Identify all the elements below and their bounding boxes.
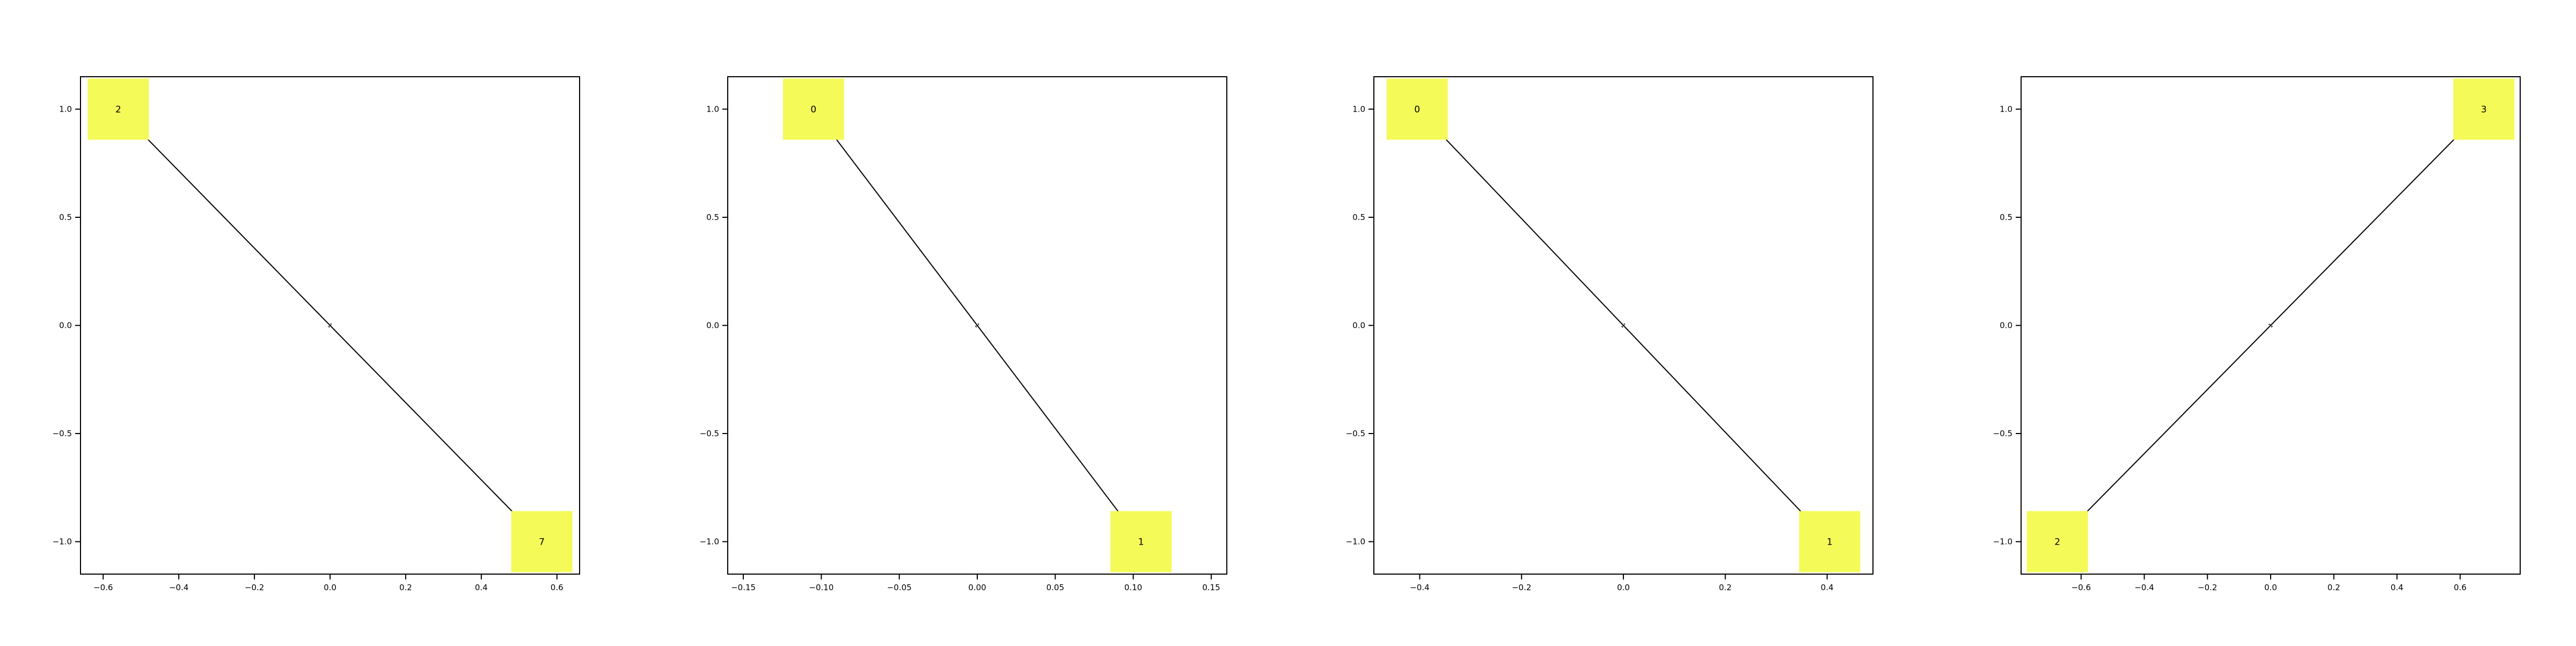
node-label: 0 bbox=[1414, 104, 1420, 115]
x-tick-label: −0.05 bbox=[887, 583, 912, 592]
graph-node bbox=[87, 78, 149, 140]
graph-edge bbox=[1416, 108, 1831, 542]
x-tick-label: −0.2 bbox=[2198, 583, 2217, 592]
graph-node bbox=[511, 511, 573, 572]
x-tick-label: 0.4 bbox=[1821, 583, 1834, 592]
y-tick-label: 0.5 bbox=[59, 212, 72, 222]
graph-node bbox=[1386, 78, 1448, 140]
x-tick-label: 0.0 bbox=[2264, 583, 2277, 592]
x-tick-label: 0.6 bbox=[551, 583, 564, 592]
y-tick-label: 0.5 bbox=[1352, 212, 1365, 222]
y-tick-label: −0.5 bbox=[53, 429, 72, 438]
x-tick-label: 0.4 bbox=[2391, 583, 2404, 592]
node-label: 0 bbox=[810, 104, 816, 115]
x-tick-label: −0.6 bbox=[93, 583, 113, 592]
node-label: 3 bbox=[2481, 104, 2487, 115]
y-tick-label: −1.0 bbox=[53, 537, 72, 547]
node-label: 7 bbox=[539, 537, 545, 548]
graph-panel-1: −0.6 −0.4 −0.2 0.0 0.2 0.4 0.6 1.0 0.5 0.0 −0.5 −1.… bbox=[53, 76, 580, 592]
graph-edge bbox=[118, 108, 543, 542]
y-tick-label: −1.0 bbox=[700, 537, 719, 547]
x-tick-label: −0.4 bbox=[169, 583, 188, 592]
x-tick-label: −0.2 bbox=[245, 583, 264, 592]
x-tick-label: −0.10 bbox=[809, 583, 833, 592]
x-tick-label: 0.2 bbox=[399, 583, 412, 592]
y-tick-label: −0.5 bbox=[1993, 429, 2012, 438]
x-tick-label: −0.4 bbox=[1410, 583, 1429, 592]
y-tick-label: 1.0 bbox=[1352, 104, 1365, 114]
y-tick-label: 0.0 bbox=[59, 321, 72, 331]
x-tick-label: −0.4 bbox=[2134, 583, 2154, 592]
node-label: 1 bbox=[1138, 537, 1144, 548]
graph-node bbox=[2026, 511, 2088, 572]
graph-panel-4: −0.6 −0.4 −0.2 0.0 0.2 0.4 0.6 1.0 0.5 0.0 −0.5 −1.… bbox=[1993, 76, 2521, 592]
y-tick-label: −0.5 bbox=[1346, 429, 1365, 438]
x-tick-label: 0.0 bbox=[324, 583, 336, 592]
x-tick-label: −0.15 bbox=[731, 583, 756, 592]
x-tick-label: −0.2 bbox=[1512, 583, 1531, 592]
x-tick-label: 0.6 bbox=[2454, 583, 2467, 592]
y-tick-label: 0.0 bbox=[1352, 321, 1365, 331]
x-tick-label: 0.05 bbox=[1046, 583, 1064, 592]
graph-panel-2: −0.15 −0.10 −0.05 0.00 0.05 0.10 0.151.00.50.0… bbox=[700, 76, 1227, 592]
x-tick-label: 0.0 bbox=[1617, 583, 1630, 592]
node-label: 1 bbox=[1827, 537, 1833, 548]
y-tick-label: −1.0 bbox=[1346, 537, 1365, 547]
x-tick-label: 0.10 bbox=[1124, 583, 1142, 592]
graph-node bbox=[1799, 511, 1861, 572]
x-tick-label: 0.2 bbox=[1719, 583, 1732, 592]
y-tick-label: 0.5 bbox=[2000, 212, 2012, 222]
graph-node bbox=[782, 78, 844, 140]
x-tick-label: 0.00 bbox=[968, 583, 986, 592]
y-tick-label: 0.5 bbox=[706, 212, 719, 222]
node-label: 2 bbox=[115, 104, 121, 115]
y-tick-label: 1.0 bbox=[2000, 104, 2012, 114]
y-tick-label: 1.0 bbox=[706, 104, 719, 114]
node-label: 2 bbox=[2054, 537, 2060, 548]
y-tick-label: 0.0 bbox=[706, 321, 719, 331]
x-tick-label: 0.4 bbox=[475, 583, 488, 592]
y-tick-label: 1.0 bbox=[59, 104, 72, 114]
x-tick-label: 0.2 bbox=[2328, 583, 2340, 592]
graph-edge bbox=[2057, 108, 2485, 542]
graph-node bbox=[1110, 511, 1172, 572]
graph-edge bbox=[813, 108, 1141, 542]
x-tick-label: −0.6 bbox=[2072, 583, 2091, 592]
y-tick-label: −0.5 bbox=[700, 429, 719, 438]
y-tick-label: 0.0 bbox=[2000, 321, 2012, 331]
x-tick-label: 0.15 bbox=[1202, 583, 1220, 592]
graph-node bbox=[2453, 78, 2515, 140]
y-tick-label: −1.0 bbox=[1993, 537, 2012, 547]
